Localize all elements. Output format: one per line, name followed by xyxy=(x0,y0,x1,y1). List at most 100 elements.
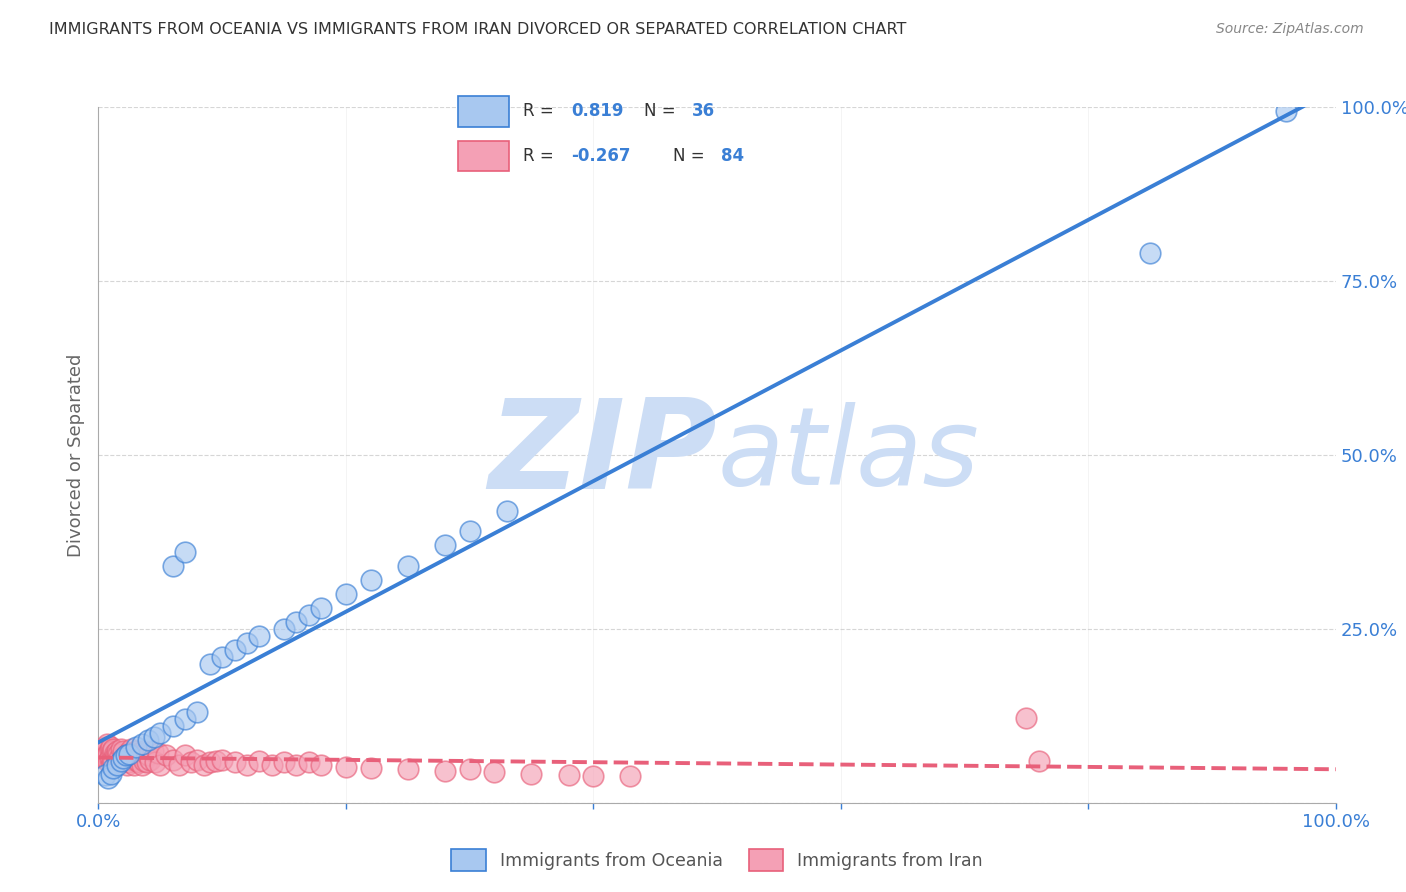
Point xyxy=(146,746,169,760)
Point xyxy=(224,756,246,770)
Bar xyxy=(457,141,509,171)
Text: 0.819: 0.819 xyxy=(571,103,623,120)
Point xyxy=(360,761,382,775)
Point xyxy=(211,649,233,664)
Point xyxy=(205,754,228,768)
Text: ZIP: ZIP xyxy=(488,394,717,516)
Point xyxy=(90,748,112,763)
Point xyxy=(1139,246,1161,260)
Point xyxy=(142,744,165,758)
Point xyxy=(149,726,172,740)
Point xyxy=(107,747,129,761)
Point xyxy=(114,748,136,763)
Point xyxy=(186,706,208,720)
Point xyxy=(131,757,153,772)
Point xyxy=(458,763,481,777)
Point xyxy=(162,559,184,574)
Point xyxy=(396,763,419,777)
Point xyxy=(211,753,233,767)
Point xyxy=(582,769,605,783)
Point xyxy=(122,748,145,763)
Text: Source: ZipAtlas.com: Source: ZipAtlas.com xyxy=(1216,22,1364,37)
Point xyxy=(285,757,308,772)
Point xyxy=(129,748,152,763)
Point xyxy=(132,744,155,758)
Point xyxy=(557,768,579,782)
Point xyxy=(105,744,128,758)
Point xyxy=(247,629,270,643)
Text: 36: 36 xyxy=(692,103,714,120)
Point xyxy=(120,741,142,756)
Point xyxy=(105,756,128,770)
Text: N =: N = xyxy=(673,147,710,165)
Point xyxy=(93,768,115,782)
Point xyxy=(335,759,357,773)
Point xyxy=(103,756,125,770)
Point xyxy=(93,750,115,764)
Point xyxy=(111,754,134,768)
Point xyxy=(115,757,138,772)
Text: -0.267: -0.267 xyxy=(571,147,630,165)
Point xyxy=(149,757,172,772)
Point xyxy=(260,757,283,772)
Point xyxy=(108,750,131,764)
Point xyxy=(97,746,120,760)
Point xyxy=(118,756,141,770)
Point xyxy=(91,746,114,760)
Point xyxy=(93,740,115,755)
Point xyxy=(98,741,121,756)
Point xyxy=(396,559,419,574)
Point xyxy=(174,748,197,763)
Point xyxy=(103,746,125,760)
Point xyxy=(360,573,382,587)
Point xyxy=(124,744,146,758)
Point xyxy=(273,622,295,636)
Point xyxy=(236,757,259,772)
Point xyxy=(162,719,184,733)
Point xyxy=(180,756,202,770)
Point xyxy=(101,753,124,767)
Text: N =: N = xyxy=(644,103,681,120)
Point xyxy=(136,733,159,747)
Bar xyxy=(457,96,509,127)
Point xyxy=(93,744,115,758)
Point xyxy=(93,747,115,761)
Point xyxy=(112,753,135,767)
Point xyxy=(103,761,125,775)
Point xyxy=(139,753,162,767)
Point xyxy=(128,756,150,770)
Point xyxy=(94,741,117,756)
Text: atlas: atlas xyxy=(717,402,979,508)
Point xyxy=(97,772,120,786)
Y-axis label: Divorced or Separated: Divorced or Separated xyxy=(66,353,84,557)
Point xyxy=(136,748,159,763)
Point xyxy=(1015,711,1038,725)
Point xyxy=(101,744,124,758)
Point xyxy=(110,754,132,768)
Legend: Immigrants from Oceania, Immigrants from Iran: Immigrants from Oceania, Immigrants from… xyxy=(444,843,990,878)
Point xyxy=(112,750,135,764)
Point xyxy=(124,740,146,755)
Point xyxy=(335,587,357,601)
Text: IMMIGRANTS FROM OCEANIA VS IMMIGRANTS FROM IRAN DIVORCED OR SEPARATED CORRELATIO: IMMIGRANTS FROM OCEANIA VS IMMIGRANTS FR… xyxy=(49,22,907,37)
Point xyxy=(224,642,246,657)
Point xyxy=(162,753,184,767)
Point xyxy=(298,756,321,770)
Point xyxy=(98,750,121,764)
Text: R =: R = xyxy=(523,103,560,120)
Point xyxy=(105,757,128,772)
Point xyxy=(174,712,197,726)
Point xyxy=(236,636,259,650)
Point xyxy=(118,747,141,761)
Point xyxy=(117,746,139,760)
Point xyxy=(458,524,481,539)
Point xyxy=(131,737,153,751)
Point xyxy=(309,601,332,615)
Point xyxy=(125,754,148,768)
Point xyxy=(135,756,157,770)
Point xyxy=(121,753,143,767)
Point xyxy=(186,753,208,767)
Point xyxy=(110,741,132,756)
Point xyxy=(198,657,221,671)
Text: 84: 84 xyxy=(721,147,744,165)
